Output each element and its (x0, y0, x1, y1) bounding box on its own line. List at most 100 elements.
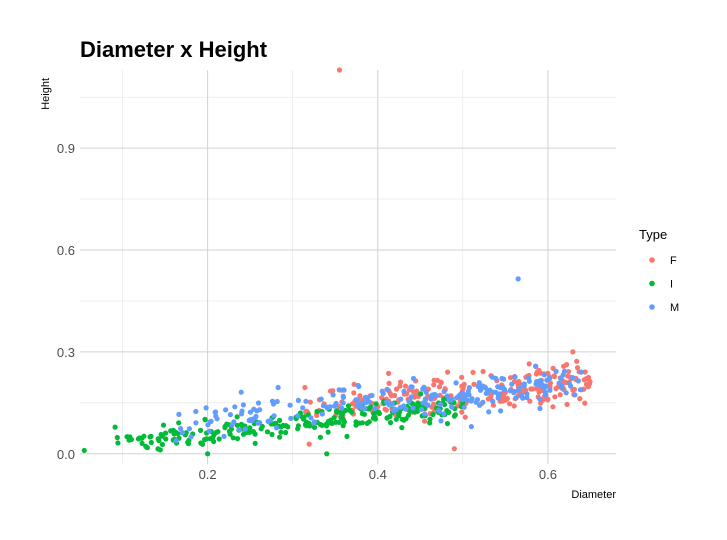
y-tick-label: 0.6 (57, 243, 75, 258)
point-M (318, 396, 324, 402)
point-M (561, 368, 568, 374)
point-F (306, 441, 312, 447)
point-F (330, 388, 336, 394)
point-F (471, 381, 477, 387)
point-M (232, 404, 238, 410)
point-M (397, 404, 404, 410)
point-M (288, 415, 294, 421)
point-F (302, 384, 308, 391)
point-F (462, 414, 468, 420)
point-M (441, 411, 447, 417)
point-M (501, 376, 507, 382)
point-F (392, 392, 398, 399)
point-I (323, 421, 330, 427)
point-I (211, 438, 217, 445)
point-M (464, 397, 470, 403)
legend-label-M: M (670, 302, 679, 314)
point-I (176, 420, 182, 426)
point-M (533, 363, 539, 369)
point-I (295, 426, 301, 432)
point-M (473, 399, 479, 405)
outlier-point-F (336, 67, 343, 73)
point-M (449, 396, 455, 402)
legend-title: Type (639, 227, 667, 242)
point-M (461, 404, 467, 410)
point-M (295, 397, 301, 403)
point-M (423, 389, 429, 395)
point-M (178, 426, 184, 432)
point-M (511, 389, 517, 395)
point-M (441, 388, 447, 395)
point-M (391, 406, 397, 412)
point-F (386, 370, 392, 376)
point-I (185, 439, 191, 445)
point-I (277, 417, 283, 423)
point-F (349, 401, 355, 407)
point-F (534, 386, 540, 392)
point-M (227, 412, 233, 418)
point-M (238, 411, 245, 417)
point-I (157, 447, 163, 453)
point-F (412, 390, 419, 397)
point-M (537, 405, 543, 412)
point-F (460, 384, 466, 390)
point-F (545, 397, 551, 403)
point-F (577, 396, 583, 402)
point-I (269, 431, 275, 438)
tick-labels: 0.0 0.3 0.6 0.9 0.2 0.4 0.6 (57, 141, 557, 482)
point-M (208, 418, 214, 424)
point-I (124, 434, 130, 440)
point-M (341, 387, 347, 393)
point-F (422, 418, 428, 424)
point-I (148, 439, 154, 446)
y-tick-label: 0.0 (57, 447, 75, 462)
point-F (526, 361, 532, 367)
outlier-point-M (468, 424, 474, 430)
point-I (215, 429, 221, 435)
point-I (115, 440, 121, 446)
point-M (480, 399, 486, 405)
point-M (418, 406, 425, 412)
series-M (173, 276, 584, 444)
point-M (401, 388, 407, 394)
outlier-point-M (515, 276, 521, 282)
point-I (340, 409, 346, 415)
point-M (203, 405, 209, 411)
point-M (410, 375, 417, 382)
point-M (542, 385, 548, 391)
point-M (372, 406, 378, 412)
point-I (366, 419, 372, 425)
point-M (223, 407, 229, 413)
point-I (202, 437, 208, 443)
point-M (521, 383, 527, 389)
point-I (128, 436, 134, 443)
point-I (353, 422, 359, 428)
legend: Type FIM (639, 227, 679, 314)
point-M (269, 398, 276, 404)
point-I (278, 429, 284, 435)
point-M (173, 438, 179, 444)
point-M (340, 393, 346, 399)
point-M (578, 369, 584, 375)
point-M (422, 411, 428, 417)
point-I (317, 434, 323, 440)
point-M (231, 419, 237, 425)
point-M (330, 392, 336, 398)
point-F (585, 375, 591, 381)
point-F (582, 369, 588, 375)
x-tick-label: 0.4 (369, 467, 387, 482)
point-M (406, 398, 412, 404)
point-M (534, 379, 540, 385)
point-F (397, 383, 403, 389)
point-I (159, 441, 165, 448)
point-M (311, 419, 317, 425)
point-M (462, 392, 468, 398)
point-I (340, 416, 346, 422)
point-M (213, 413, 219, 419)
point-I (216, 436, 222, 442)
point-I (200, 441, 206, 447)
point-M (362, 394, 368, 400)
point-M (433, 393, 440, 399)
point-I (158, 431, 164, 438)
